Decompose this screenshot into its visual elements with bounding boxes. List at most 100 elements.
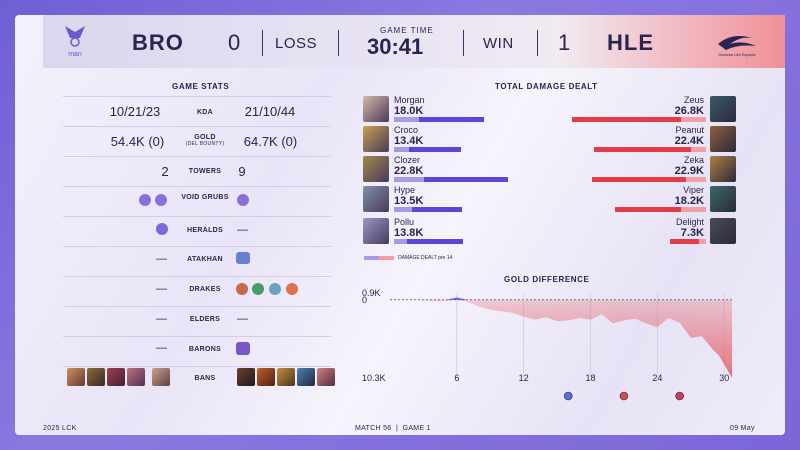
damage-bar-pre14 <box>681 207 706 212</box>
x-tick-label: 18 <box>586 373 596 383</box>
damage-bar-pre14 <box>394 147 409 152</box>
left-team-score: 0 <box>228 30 241 55</box>
gold-label: GOLD (DEL BOUNTY) <box>170 134 240 147</box>
cloud-drake-icon <box>269 283 281 295</box>
divider <box>338 30 339 56</box>
player-name: Delight <box>675 217 704 227</box>
player-name: Hype <box>394 185 416 195</box>
damage-bar <box>394 239 463 244</box>
left-kda: 10/21/23 <box>109 104 161 119</box>
player-damage: 13.4K <box>394 135 424 147</box>
player-name: Croco <box>394 125 419 135</box>
divider <box>262 30 263 56</box>
ban-champion-icon <box>297 368 315 386</box>
champion-portrait-icon <box>710 186 736 212</box>
svg-text:man: man <box>68 51 82 58</box>
x-tick-label: 30 <box>719 373 729 383</box>
left-gold: 54.4K (0) <box>110 134 165 149</box>
stats-row-divider <box>63 366 331 367</box>
atakhan-icon <box>236 252 250 264</box>
damage-bar-pre14 <box>681 117 706 122</box>
damage-bar <box>572 117 706 122</box>
left-team-result: LOSS <box>275 35 318 52</box>
drakes-label: DRAKES <box>189 286 221 293</box>
divider <box>463 30 464 56</box>
void-grubs-label: VOID GRUBS <box>181 194 229 201</box>
void-grub-icon <box>139 194 151 206</box>
gold-deficit-area <box>390 299 732 378</box>
damage-bar-pre14 <box>394 207 412 212</box>
stats-row-divider <box>63 306 331 307</box>
gold-diff-title: GOLD DIFFERENCE <box>504 275 590 284</box>
left-elders-empty: — <box>156 313 167 325</box>
gold-difference-chart: 0.9K0 10.3K 6 12 18 24 30 <box>362 288 732 401</box>
heralds-label: HERALDS <box>187 227 223 234</box>
ban-champion-icon <box>237 368 255 386</box>
player-damage: 26.8K <box>674 105 704 117</box>
right-kda: 21/10/44 <box>244 104 296 119</box>
damage-bar <box>394 117 484 122</box>
damage-bar <box>591 177 706 182</box>
void-grub-icon <box>237 194 249 206</box>
champion-portrait-icon <box>363 96 389 122</box>
player-damage: 22.9K <box>674 165 704 177</box>
damage-bar-pre14 <box>686 177 706 182</box>
stats-row-divider <box>63 126 331 127</box>
damage-legend-label: DAMAGE DEALT pre 14 <box>398 255 453 261</box>
scoreboard-panel <box>15 15 785 435</box>
damage-bar <box>394 207 462 212</box>
right-elders-empty: — <box>237 313 248 325</box>
svg-text:Hanwha Life Esports: Hanwha Life Esports <box>719 52 756 57</box>
left-atakhan-empty: — <box>156 253 167 265</box>
drake-icon <box>619 391 629 401</box>
right-team-score: 1 <box>558 30 571 55</box>
damage-title: TOTAL DAMAGE DEALT <box>495 82 598 91</box>
damage-bar <box>394 147 461 152</box>
damage-bar <box>615 207 706 212</box>
player-damage: 22.4K <box>674 135 704 147</box>
stats-row-divider <box>63 96 331 97</box>
ban-champion-icon <box>152 368 170 386</box>
right-team-result: WIN <box>483 35 514 52</box>
stats-row-divider <box>63 186 331 187</box>
divider <box>537 30 538 56</box>
game-stats-title: GAME STATS <box>172 82 230 91</box>
stats-row-divider <box>63 156 331 157</box>
gold-sublabel: (DEL BOUNTY) <box>185 141 225 147</box>
baron-icon <box>236 342 250 355</box>
x-tick-label: 12 <box>519 373 529 383</box>
chemtech-drake-icon <box>252 283 264 295</box>
baron-icon <box>675 391 684 401</box>
stats-row-divider <box>63 246 331 247</box>
herald-icon <box>156 223 168 235</box>
towers-label: TOWERS <box>188 168 222 175</box>
elders-label: ELDERS <box>189 316 221 323</box>
stats-row-divider <box>63 216 331 217</box>
player-name: Morgan <box>394 95 425 105</box>
barons-label: BARONS <box>188 346 222 353</box>
player-damage: 18.0K <box>394 105 424 117</box>
right-team-name: HLE <box>607 30 654 55</box>
game-time: 30:41 <box>367 34 424 59</box>
legend-swatch-right <box>379 256 394 260</box>
ban-champion-icon <box>127 368 145 386</box>
herald-icon <box>563 391 573 401</box>
bro-logo-icon: man <box>60 22 90 62</box>
left-team-name: BRO <box>132 30 184 55</box>
right-gold: 64.7K (0) <box>243 134 298 149</box>
player-damage: 13.8K <box>394 227 424 239</box>
x-tick-label: 24 <box>652 373 662 383</box>
footer-date: 09 May <box>730 425 755 432</box>
right-towers: 9 <box>238 164 246 179</box>
player-damage: 22.8K <box>394 165 424 177</box>
gold-label-text: GOLD <box>194 134 216 141</box>
ban-champion-icon <box>107 368 125 386</box>
damage-bar-pre14 <box>394 239 407 244</box>
stats-row-divider <box>63 276 331 277</box>
player-name: Clozer <box>394 155 421 165</box>
damage-bar <box>594 147 706 152</box>
ban-champion-icon <box>317 368 335 386</box>
ban-champion-icon <box>277 368 295 386</box>
player-name: Zeka <box>683 155 704 165</box>
player-name: Peanut <box>675 125 704 135</box>
